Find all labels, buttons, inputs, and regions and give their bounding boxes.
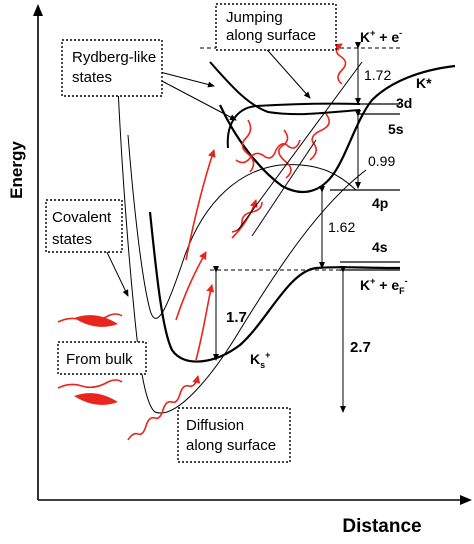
excitation-arrow-1	[175, 251, 207, 321]
photon-wave-1	[127, 375, 201, 441]
photon-wave-5	[309, 113, 330, 161]
photon-wave-4	[278, 129, 292, 179]
energy-value-17: 1.7	[226, 309, 247, 326]
pointer-covalent	[103, 245, 129, 297]
thin-potential-curve-left	[117, 87, 367, 414]
box-jumping: Jumping along surface	[215, 3, 337, 51]
jump-line-2	[251, 139, 317, 237]
bulk-blob-1	[74, 315, 118, 327]
y-axis-label: Energy	[7, 141, 26, 199]
energy-value-27: 2.7	[350, 339, 371, 356]
box-rydberg-line2: states	[72, 69, 112, 86]
box-jumping-line1: Jumping	[226, 9, 283, 26]
4p-potential-well	[218, 64, 456, 194]
box-jumping-line2: along surface	[226, 27, 316, 44]
box-from-bulk: From bulk	[57, 341, 147, 375]
box-from-bulk-text: From bulk	[66, 351, 133, 368]
photon-wave-3	[241, 119, 255, 173]
box-covalent: Covalent states	[45, 199, 123, 253]
5s-potential-well	[209, 61, 361, 116]
y-axis-arrowhead	[33, 4, 43, 16]
box-diffusion-line2: along surface	[186, 437, 276, 454]
bulk-wave-2	[57, 379, 123, 389]
rydberg-potential-curve	[226, 102, 361, 149]
box-diffusion-line1: Diffusion	[186, 417, 244, 434]
x-axis-label: Distance	[342, 516, 421, 537]
box-rydberg: Rydberg-like states	[61, 39, 163, 97]
ks-plus-potential-well	[148, 211, 401, 363]
energy-value-162: 1.62	[328, 219, 355, 235]
box-covalent-line2: states	[52, 231, 92, 248]
energy-value-172: 1.72	[364, 67, 391, 83]
pointer-rydberg-1	[159, 71, 215, 88]
excitation-arrow-2	[185, 149, 216, 261]
jump-line-1	[237, 61, 363, 231]
excitation-arrow-4	[231, 199, 258, 239]
label-k-plus-e: K+ + e-	[360, 28, 402, 45]
box-diffusion: Diffusion along surface	[177, 407, 291, 463]
thin-potential-curve-covalent	[127, 134, 357, 319]
label-5s: 5s	[388, 121, 404, 137]
bulk-blob-2	[74, 393, 118, 405]
photon-wave-6	[333, 43, 347, 85]
label-3d: 3d	[396, 95, 412, 111]
x-axis-arrowhead	[460, 495, 472, 505]
label-k-star: K*	[416, 75, 432, 91]
box-covalent-line1: Covalent	[52, 209, 112, 226]
label-4p: 4p	[372, 195, 388, 211]
label-k-plus-ef: K+ + eF-	[360, 276, 408, 296]
label-ks-plus: Ks+	[250, 350, 270, 370]
excitation-arrow-3	[195, 284, 215, 361]
pointer-rydberg-2	[159, 79, 237, 121]
box-rydberg-line1: Rydberg-like	[72, 49, 156, 66]
photon-wave-2	[235, 139, 301, 164]
pointer-jumping	[261, 43, 311, 99]
label-4s: 4s	[372, 239, 388, 255]
energy-value-099: 0.99	[368, 153, 395, 169]
